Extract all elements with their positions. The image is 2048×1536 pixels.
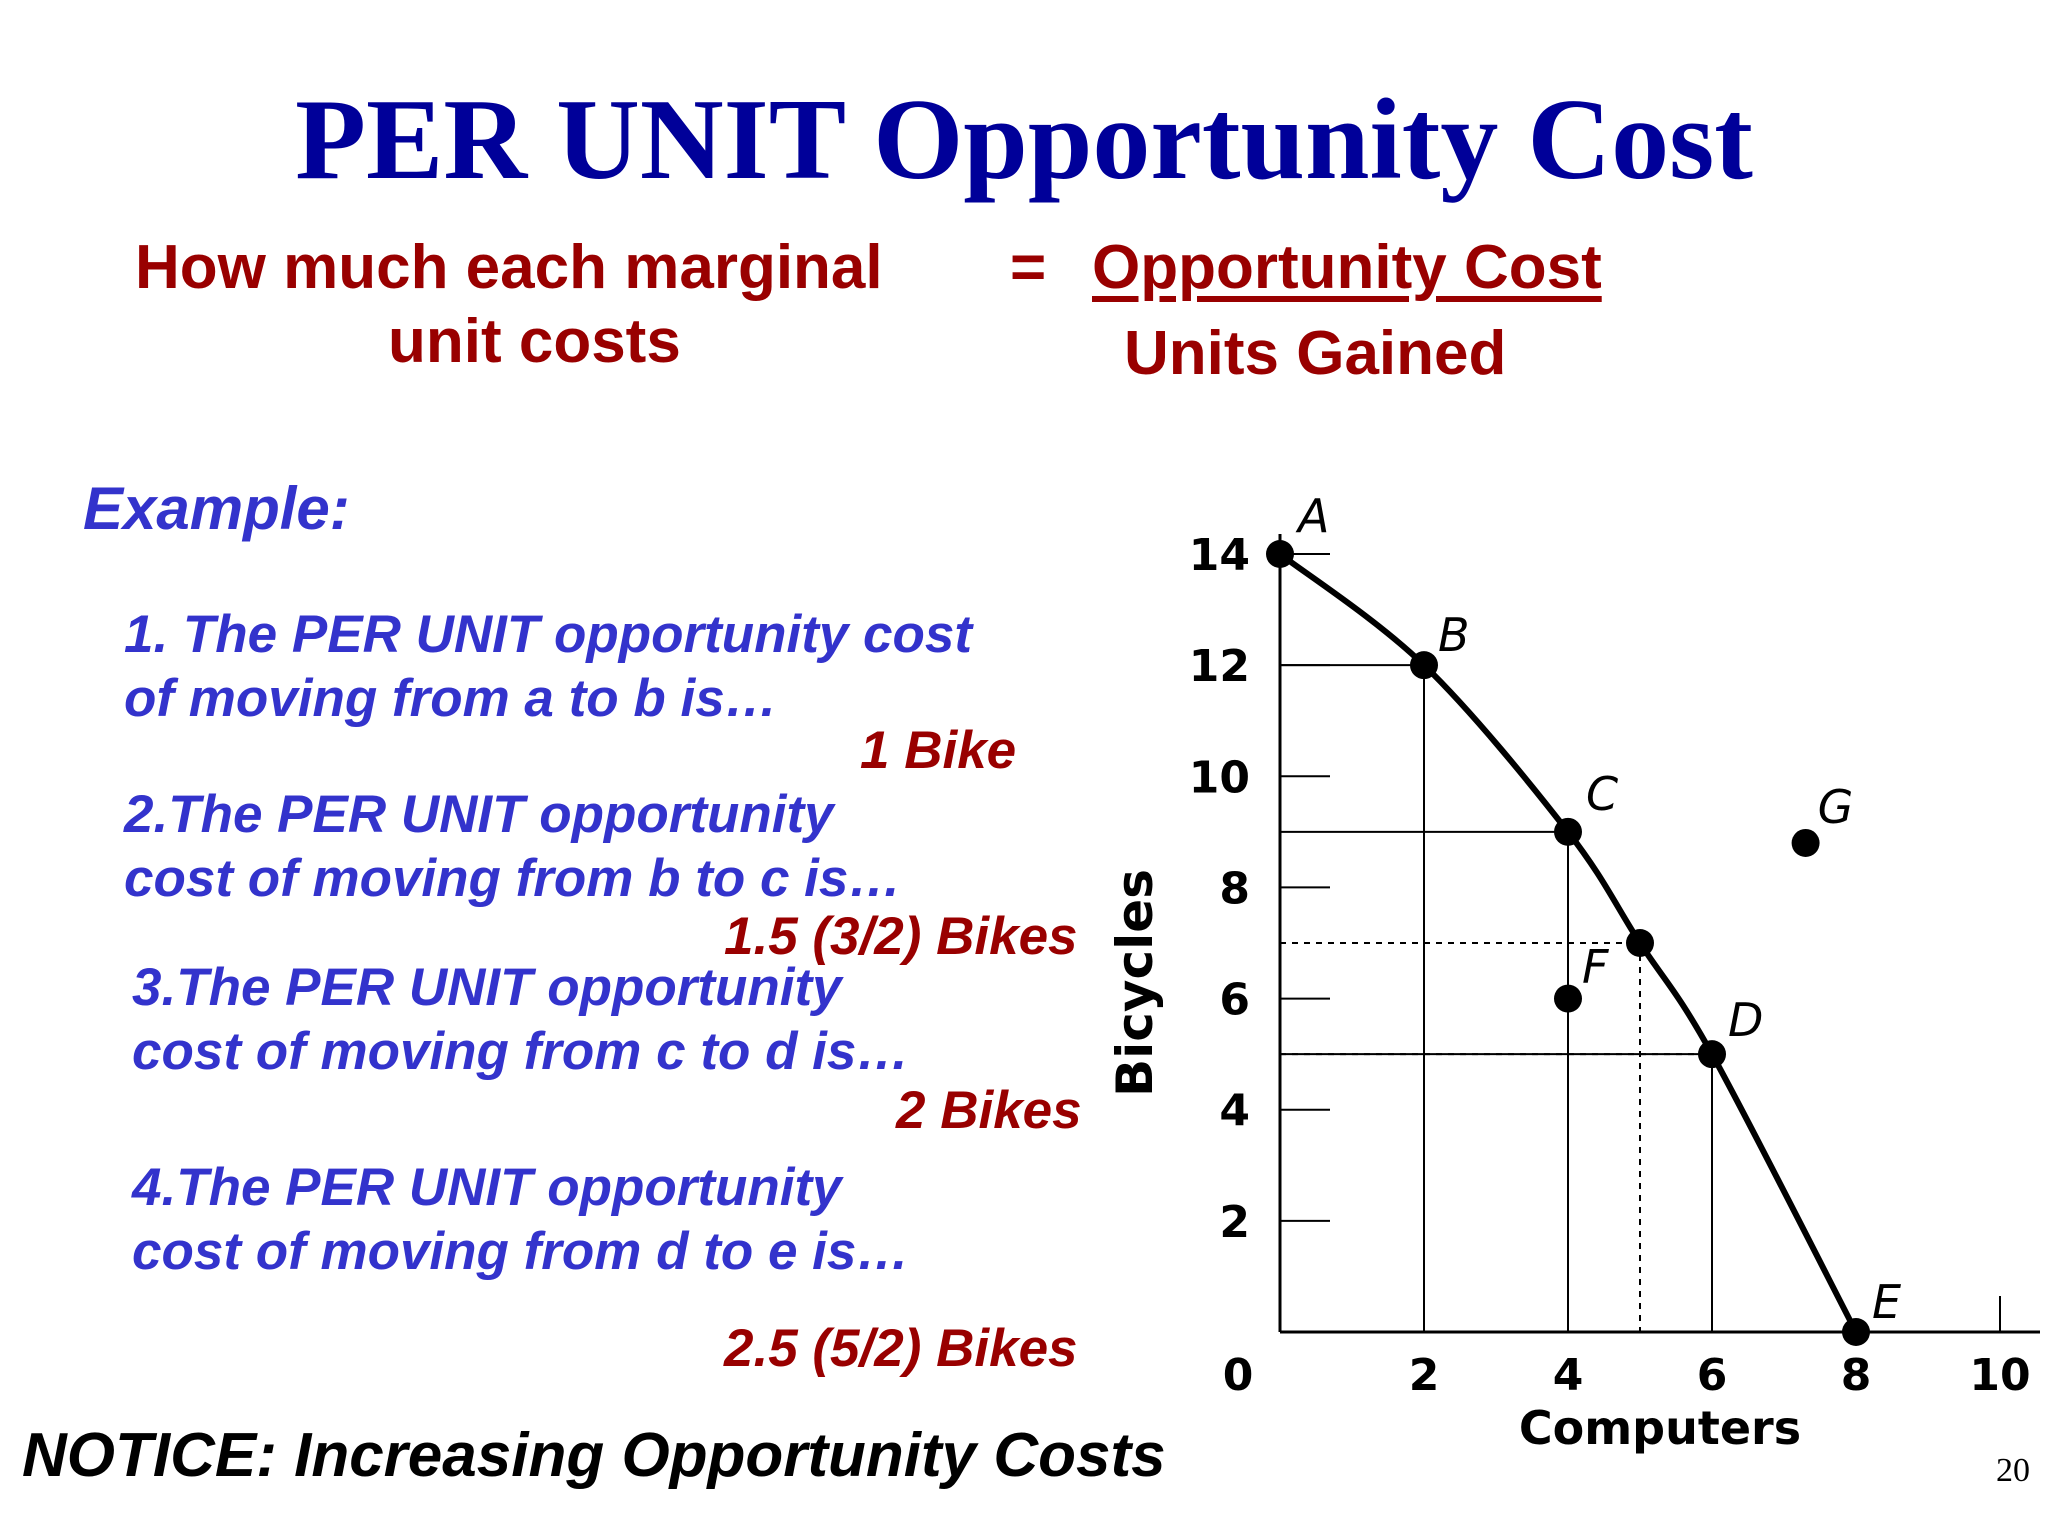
question-2-line2: cost of moving from b to c is…	[124, 849, 902, 908]
ppf-curve	[1278, 551, 1859, 1334]
point-label: B	[1438, 608, 1470, 662]
question-1: 1. The PER UNIT opportunity cost of movi…	[124, 603, 972, 731]
question-3: 3.The PER UNIT opportunity cost of movin…	[132, 956, 909, 1084]
x-tick-label: 2	[1409, 1350, 1440, 1401]
answer-2: 1.5 (3/2) Bikes	[724, 907, 1078, 966]
chart-axes	[1278, 534, 2040, 1334]
point-f	[1554, 984, 1582, 1013]
point-unlabeled	[1626, 929, 1654, 957]
x-axis-title: Computers	[1519, 1401, 1801, 1455]
question-1-line1: 1. The PER UNIT opportunity cost	[124, 605, 973, 664]
guide-lines	[1280, 664, 1713, 1332]
notice-text: NOTICE: Increasing Opportunity Costs	[22, 1421, 1166, 1490]
formula-left-line1: How much each marginal	[135, 233, 883, 302]
point-label: A	[1295, 489, 1329, 543]
question-2: 2.The PER UNIT opportunity cost of movin…	[124, 783, 901, 911]
question-4: 4.The PER UNIT opportunity cost of movin…	[132, 1156, 909, 1284]
y-tick-label: 2	[1219, 1197, 1250, 1248]
formula-denominator: Units Gained	[1124, 319, 1507, 388]
answer-3: 2 Bikes	[896, 1081, 1082, 1140]
answer-4: 2.5 (5/2) Bikes	[724, 1319, 1078, 1378]
answer-1: 1 Bike	[860, 721, 1017, 780]
x-tick-label: 0	[1223, 1350, 1254, 1401]
point-c	[1554, 817, 1582, 846]
x-tick-label: 10	[1969, 1350, 2030, 1401]
y-tick-label: 4	[1219, 1086, 1250, 1137]
y-tick-label: 8	[1219, 863, 1250, 914]
slide-title: PER UNIT Opportunity Cost	[295, 76, 1753, 204]
point-e	[1842, 1318, 1870, 1346]
point-a	[1266, 540, 1294, 568]
point-label: D	[1728, 993, 1763, 1047]
point-label: E	[1872, 1275, 1901, 1329]
question-2-line1: 2.The PER UNIT opportunity	[124, 785, 834, 844]
chart-points	[1266, 540, 1870, 1346]
formula-equals: =	[1010, 233, 1047, 302]
question-4-line1: 4.The PER UNIT opportunity	[132, 1158, 842, 1217]
ppf-chart: 2 4 6 8 10 12 14 0 2 4 6 8 10 Computers Bicycles A B C D E F…	[1106, 489, 2040, 1455]
y-axis-title: Bicycles	[1106, 869, 1164, 1097]
x-tick-label: 4	[1553, 1350, 1584, 1401]
chart-labels: 2 4 6 8 10 12 14 0 2 4 6 8 10 Computers Bicycles A B C D E F…	[1106, 489, 2031, 1455]
x-tick-label: 6	[1697, 1350, 1728, 1401]
y-tick-label: 14	[1189, 530, 1250, 581]
question-3-line1: 3.The PER UNIT opportunity	[132, 958, 842, 1017]
question-3-line2: cost of moving from c to d is…	[132, 1022, 910, 1081]
point-label: F	[1582, 940, 1609, 994]
question-4-line2: cost of moving from d to e is…	[132, 1222, 910, 1281]
formula-numerator: Opportunity Cost	[1092, 233, 1602, 302]
y-tick-label: 12	[1189, 641, 1250, 692]
formula-left-line2: unit costs	[388, 307, 681, 376]
point-label: G	[1818, 780, 1854, 834]
x-tick-label: 8	[1841, 1350, 1872, 1401]
point-g	[1791, 828, 1820, 857]
y-tick-label: 10	[1189, 752, 1250, 803]
point-label: C	[1586, 767, 1618, 821]
question-1-line2: of moving from a to b is…	[124, 669, 778, 728]
example-label: Example:	[83, 475, 350, 542]
point-d	[1698, 1040, 1726, 1069]
page-number: 20	[1996, 1452, 2030, 1489]
ppf-curve-group	[1278, 551, 1859, 1334]
point-b	[1410, 651, 1438, 680]
y-tick-label: 6	[1219, 975, 1250, 1026]
